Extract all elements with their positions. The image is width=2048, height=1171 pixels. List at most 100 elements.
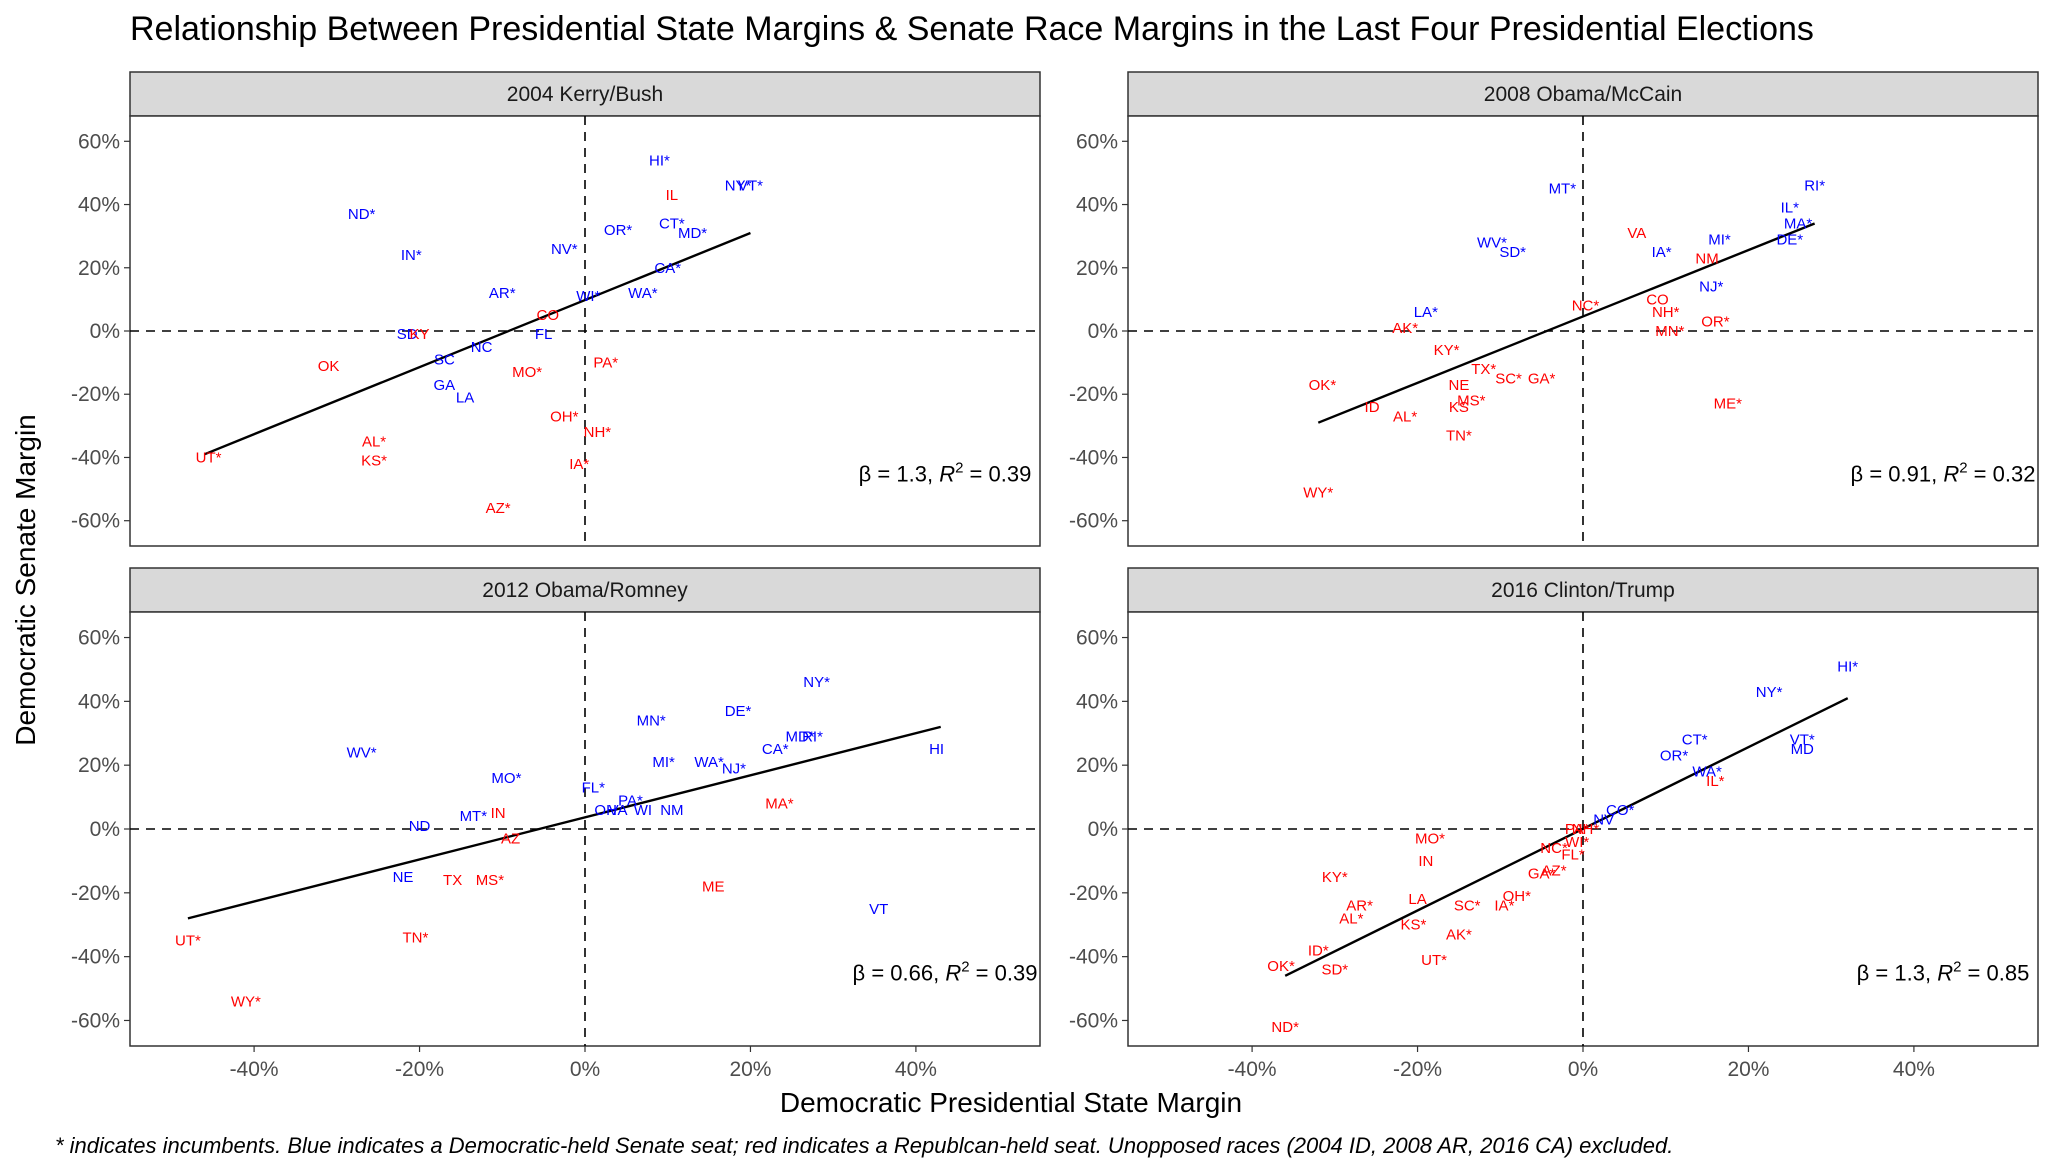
state-point-label: MA* [765,795,794,812]
state-point-label: MO* [512,364,542,381]
state-point-label: LA* [1414,304,1438,321]
x-tick-label: -20% [1393,1058,1442,1081]
state-point-label: WI [634,802,652,819]
x-tick-label: 0% [1568,1058,1598,1081]
state-point-label: OR* [1660,748,1689,765]
state-point-label: CA* [654,260,681,277]
state-point-label: WI* [576,288,600,305]
state-point-label: KY* [1322,869,1348,886]
y-tick-label: -20% [1069,882,1118,905]
x-tick-label: -40% [230,1058,279,1081]
state-point-label: NH* [584,424,612,441]
state-point-label: GA [434,377,456,394]
fit-annotation: β = 1.3, R2 = 0.85 [1857,959,2030,986]
state-point-label: CO [1646,291,1669,308]
state-point-label: IL* [1706,773,1725,790]
state-point-label: LA [1408,891,1426,908]
state-point-label: SC [434,351,455,368]
state-point-label: IN* [401,247,422,264]
fit-annotation: β = 1.3, R2 = 0.39 [859,459,1032,486]
y-tick-label: 60% [1076,130,1118,153]
y-tick-label: 60% [78,627,120,650]
y-tick-label: -20% [71,882,120,905]
state-point-label: MI* [652,754,675,771]
state-point-label: RI* [802,728,823,745]
state-point-label: OK* [1267,958,1295,975]
state-point-label: WV* [1477,234,1507,251]
state-point-label: OR* [604,222,633,239]
fit-annotation: β = 0.91, R2 = 0.32 [1851,459,2036,486]
state-point-label: KS* [361,453,387,470]
state-point-label: SD* [1499,244,1526,261]
fit-annotation: β = 0.66, R2 = 0.39 [853,959,1038,986]
y-tick-label: 20% [1076,257,1118,280]
state-point-label: OR* [1701,314,1730,331]
x-tick-label: 0% [570,1058,600,1081]
state-point-label: IN [1418,853,1433,870]
y-axis-title: Democratic Senate Margin [10,414,41,745]
state-point-label: HI [929,741,944,758]
state-point-label: PA* [1565,821,1590,838]
state-point-label: CT* [659,216,685,233]
state-point-label: OK* [1309,377,1337,394]
state-point-label: AZ* [486,500,511,517]
facet-panel: 2008 Obama/McCain -60% -40% -20% 0% 20% 40% 60%… [1069,71,2039,547]
state-point-label: ND* [348,206,376,223]
state-point-label: MD [1791,741,1814,758]
state-point-label: MO* [1415,831,1445,848]
y-tick-label: 40% [78,690,120,713]
x-tick-label: 40% [895,1058,937,1081]
state-point-label: ME [702,878,725,895]
state-point-label: SC* [1495,370,1522,387]
y-tick-label: 60% [1076,627,1118,650]
state-point-label: WA* [628,285,658,302]
facet-strip-label: 2012 Obama/Romney [482,579,688,602]
state-point-label: CT* [1682,732,1708,749]
state-point-label: KY [410,326,430,343]
state-point-label: ME* [1714,396,1743,413]
facet-strip-label: 2008 Obama/McCain [1484,83,1682,106]
x-tick-label: -20% [395,1058,444,1081]
state-point-label: NV [1593,811,1614,828]
state-point-label: ND* [1271,1019,1299,1036]
state-point-label: MI* [1708,231,1731,248]
state-point-label: PA* [618,792,643,809]
state-point-label: MD* [678,225,707,242]
y-tick-label: 20% [78,754,120,777]
x-tick-label: 20% [729,1058,771,1081]
state-point-label: NJ* [722,760,746,777]
state-point-label: NJ* [1699,279,1723,296]
x-tick-label: -40% [1228,1058,1277,1081]
state-point-label: CO [537,307,560,324]
state-point-label: MD* [786,728,815,745]
state-point-label: VT* [1790,732,1815,749]
state-point-label: MA* [1784,216,1813,233]
y-tick-label: 0% [1088,320,1118,343]
state-point-label: VA [1627,225,1646,242]
y-tick-label: -20% [71,383,120,406]
state-point-label: WA* [1692,764,1722,781]
state-point-label: FL [535,326,553,343]
state-point-label: NM [1695,250,1718,267]
state-point-label: FL* [582,780,606,797]
state-point-label: NC* [1540,840,1568,857]
state-point-label: WY* [231,993,261,1010]
state-point-label: CA* [762,741,789,758]
facet-strip [129,567,1041,613]
y-tick-label: -60% [1069,510,1118,533]
state-point-label: CO* [1606,802,1635,819]
state-point-label: MN* [637,713,666,730]
y-tick-label: -20% [1069,383,1118,406]
facet-strip-label: 2004 Kerry/Bush [507,83,663,106]
state-point-label: LA [456,389,474,406]
state-point-label: TX [443,872,462,889]
state-point-label: IA* [569,456,589,473]
facet-panel: 2004 Kerry/Bush -60% -40% -20% 0% 20% 40% 60% HI… [71,71,1041,547]
state-point-label: HI* [1837,658,1858,675]
y-tick-label: 0% [1088,818,1118,841]
facet-strip [129,71,1041,117]
state-point-label: IL* [1781,200,1800,217]
state-point-label: UT* [175,933,201,950]
y-tick-label: -60% [71,510,120,533]
state-point-label: AK* [1392,320,1418,337]
